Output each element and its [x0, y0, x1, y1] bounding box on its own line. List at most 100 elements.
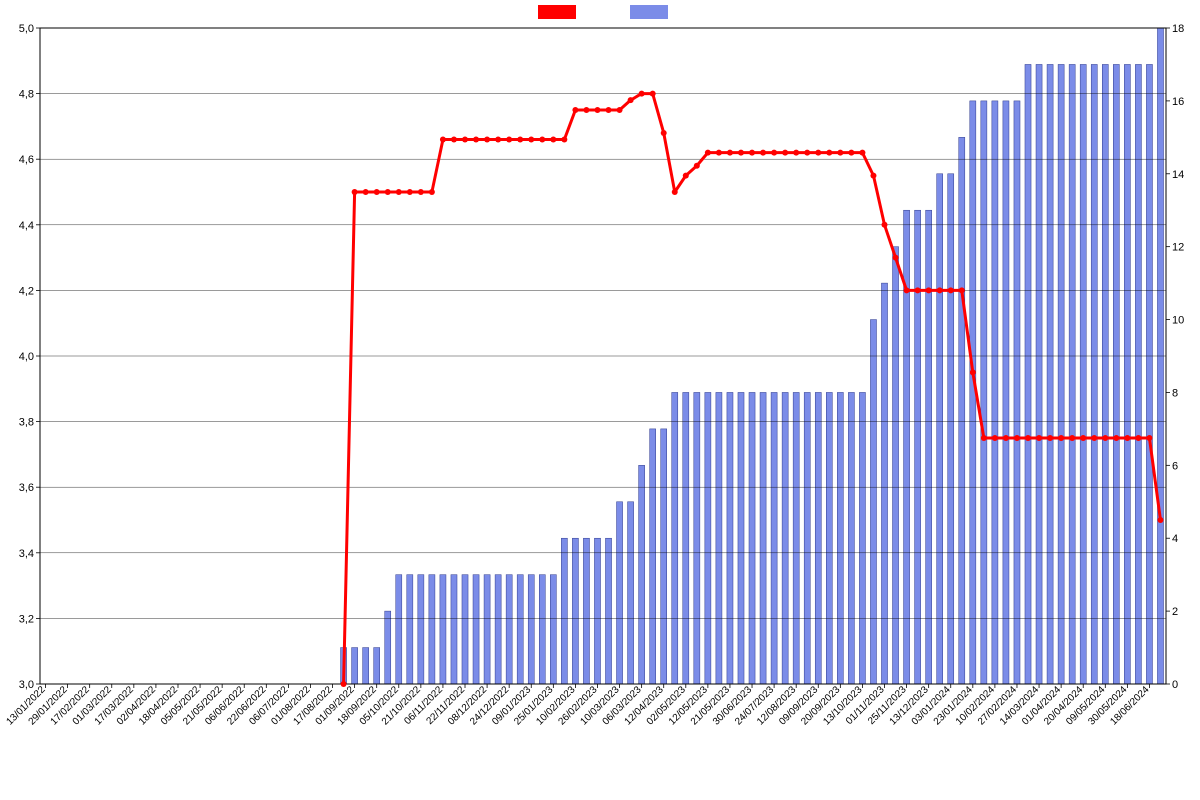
line-marker	[981, 435, 987, 441]
line-marker	[606, 107, 612, 113]
line-marker	[1014, 435, 1020, 441]
bar	[550, 575, 556, 684]
bar	[716, 392, 722, 684]
line-marker	[749, 150, 755, 156]
line-marker	[451, 137, 457, 143]
right-axis-tick-label: 16	[1172, 96, 1184, 108]
bar	[959, 137, 965, 684]
bar	[539, 575, 545, 684]
bar	[859, 392, 865, 684]
bar	[1080, 64, 1086, 684]
bar	[815, 392, 821, 684]
line-marker	[429, 189, 435, 195]
bar	[617, 502, 623, 684]
line-marker	[628, 97, 634, 103]
bar	[694, 392, 700, 684]
line-marker	[495, 137, 501, 143]
line-marker	[1124, 435, 1130, 441]
right-axis-tick-label: 0	[1172, 679, 1178, 691]
line-marker	[959, 287, 965, 293]
left-axis-tick-label: 3,6	[19, 482, 34, 494]
bar	[572, 538, 578, 684]
line-marker	[793, 150, 799, 156]
bar	[1124, 64, 1130, 684]
line-marker	[893, 255, 899, 261]
bar	[749, 392, 755, 684]
bar	[848, 392, 854, 684]
line-marker	[506, 137, 512, 143]
line-marker	[870, 173, 876, 179]
bar	[1014, 101, 1020, 684]
bar	[1058, 64, 1064, 684]
bar	[363, 648, 369, 684]
line-marker	[594, 107, 600, 113]
line-marker	[1003, 435, 1009, 441]
line-marker	[848, 150, 854, 156]
legend-swatch-line	[538, 5, 576, 19]
bar	[473, 575, 479, 684]
line-marker	[705, 150, 711, 156]
line-marker	[904, 287, 910, 293]
bar	[639, 465, 645, 684]
line-marker	[970, 369, 976, 375]
line-marker	[672, 189, 678, 195]
left-axis-tick-label: 3,2	[19, 613, 34, 625]
left-axis-tick-label: 4,6	[19, 154, 34, 166]
bar	[1025, 64, 1031, 684]
bar	[561, 538, 567, 684]
bar	[1135, 64, 1141, 684]
left-axis-tick-label: 3,4	[19, 548, 34, 560]
line-marker	[583, 107, 589, 113]
line-marker	[528, 137, 534, 143]
bar	[782, 392, 788, 684]
left-axis-tick-label: 3,0	[19, 679, 34, 691]
right-axis-tick-label: 10	[1172, 315, 1184, 327]
line-marker	[1047, 435, 1053, 441]
line-marker	[1069, 435, 1075, 441]
bar	[484, 575, 490, 684]
bar	[992, 101, 998, 684]
line-marker	[418, 189, 424, 195]
line-marker	[550, 137, 556, 143]
line-marker	[915, 287, 921, 293]
line-marker	[661, 130, 667, 136]
bar	[981, 101, 987, 684]
bar	[915, 210, 921, 684]
line-marker	[738, 150, 744, 156]
line-marker	[1091, 435, 1097, 441]
bar	[605, 538, 611, 684]
line-marker	[727, 150, 733, 156]
line-marker	[782, 150, 788, 156]
bar	[628, 502, 634, 684]
line-marker	[473, 137, 479, 143]
line-marker	[1135, 435, 1141, 441]
line-marker	[683, 173, 689, 179]
bar	[683, 392, 689, 684]
line-marker	[992, 435, 998, 441]
bar	[374, 648, 380, 684]
line-marker	[352, 189, 358, 195]
line-marker	[484, 137, 490, 143]
line-marker	[716, 150, 722, 156]
right-axis-tick-label: 14	[1172, 169, 1184, 181]
line-marker	[882, 222, 888, 228]
left-axis-tick-label: 4,0	[19, 351, 34, 363]
bar	[727, 392, 733, 684]
bar	[396, 575, 402, 684]
bar	[881, 283, 887, 684]
bar	[650, 429, 656, 684]
line-marker	[374, 189, 380, 195]
bar	[926, 210, 932, 684]
bar	[771, 392, 777, 684]
bar	[1146, 64, 1152, 684]
bar	[870, 320, 876, 684]
right-axis-tick-label: 8	[1172, 387, 1178, 399]
line-marker	[859, 150, 865, 156]
left-axis-tick-label: 3,8	[19, 417, 34, 429]
line-marker	[837, 150, 843, 156]
bar	[1102, 64, 1108, 684]
left-axis-tick-label: 4,2	[19, 285, 34, 297]
line-marker	[363, 189, 369, 195]
legend-swatch-bar	[630, 5, 668, 19]
bar	[528, 575, 534, 684]
